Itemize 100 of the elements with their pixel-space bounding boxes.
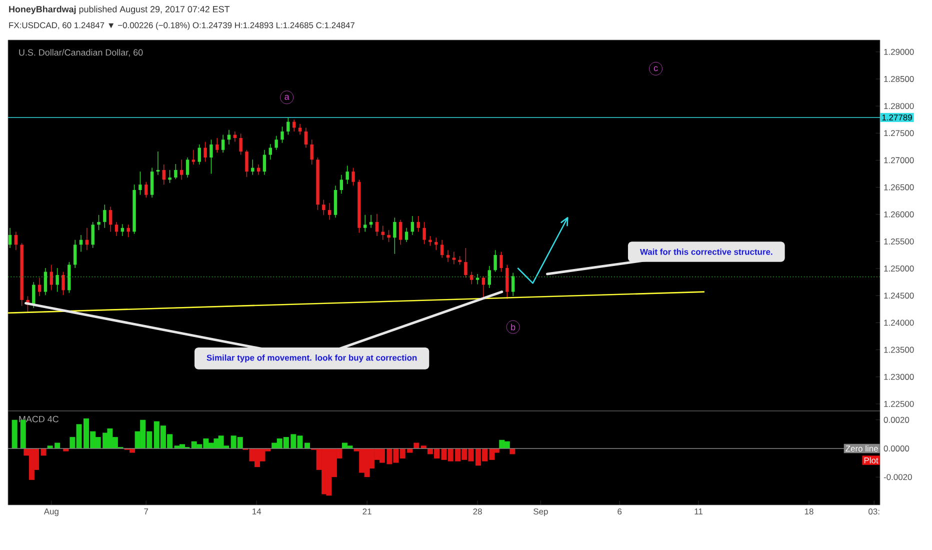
annotation: Plot — [864, 457, 878, 464]
candlestick — [470, 271, 474, 285]
candlestick — [50, 264, 54, 291]
candlestick — [216, 138, 219, 153]
candlestick — [422, 222, 426, 245]
bar — [304, 442, 310, 448]
y-tick-label: 1.25500 — [884, 238, 914, 244]
candlestick — [192, 150, 196, 165]
y-tick-label: 1.26000 — [884, 211, 914, 218]
candlestick — [363, 214, 367, 232]
y-tick-label: 1.29000 — [884, 48, 914, 55]
candlestick — [416, 216, 420, 232]
candlestick — [8, 228, 12, 248]
candlestick — [452, 251, 456, 265]
candlestick — [328, 202, 332, 220]
x-tick-label: Sep — [534, 508, 548, 516]
y-tick-label: 0.0020 — [884, 416, 910, 423]
x-tick-label: 28 — [473, 508, 482, 514]
text: U.S. Dollar/Canadian Dollar, 60 — [19, 49, 143, 57]
candlestick — [286, 117, 290, 136]
candlestick — [404, 228, 408, 242]
candlestick — [340, 174, 344, 194]
candlestick — [150, 167, 154, 198]
chart-subtitle: FX:USDCAD, 60 1.24847 ▼ −0.00226 (−0.18%) O:1.24739 H:1.24893 L:1.24685 C:1.24847 — [9, 22, 354, 30]
y-tick-label: -0.0020 — [884, 474, 912, 480]
candlestick — [375, 213, 379, 236]
candlestick — [334, 185, 338, 218]
y-tick-label: 1.24500 — [884, 292, 914, 299]
bar — [414, 442, 420, 448]
y-tick-label: 1.28500 — [884, 76, 914, 82]
candlestick — [210, 139, 213, 174]
candlestick — [410, 216, 414, 236]
candlestick — [440, 239, 444, 258]
candlestick — [476, 274, 480, 285]
candlestick — [56, 268, 59, 292]
candlestick — [103, 204, 106, 228]
candlestick — [239, 133, 242, 156]
y-tick-label: 1.25000 — [884, 266, 914, 272]
x-tick-label: 03: — [868, 508, 880, 514]
candlestick — [138, 171, 142, 196]
y-tick-label: 1.24000 — [884, 320, 914, 326]
y-tick-label: 1.28000 — [884, 103, 914, 110]
ref-line-label: 1.27789 — [882, 114, 912, 120]
candlestick — [162, 164, 166, 185]
candlestick — [280, 126, 284, 144]
x-tick-label: Aug — [44, 508, 58, 516]
candlestick — [304, 127, 308, 148]
candlestick — [186, 157, 190, 178]
candlestick — [352, 167, 355, 186]
candlestick — [494, 250, 497, 272]
candlestick — [393, 217, 396, 254]
annotation: Similar type of movement. look for buy at correction — [206, 354, 417, 362]
candlestick — [198, 144, 201, 165]
candlestick — [322, 199, 326, 216]
x-tick-label: 14 — [252, 508, 262, 514]
candlestick — [97, 214, 100, 230]
candlestick — [114, 222, 118, 236]
candlestick — [482, 276, 486, 298]
candlestick — [144, 182, 148, 198]
ref-line-label: Zero line — [846, 445, 878, 452]
candlestick — [204, 141, 207, 162]
x-tick-label: 18 — [804, 508, 814, 514]
x-tick-label: 7 — [144, 508, 148, 514]
candlestick — [298, 124, 302, 136]
candlestick — [109, 206, 112, 232]
candlestick — [268, 144, 272, 160]
candlestick — [511, 272, 515, 297]
candlestick — [316, 157, 320, 210]
candlestick — [14, 231, 18, 250]
y-tick-label: 0.0000 — [884, 445, 910, 452]
candlestick — [44, 268, 48, 296]
candlestick — [346, 165, 349, 184]
y-tick-label: 1.23500 — [884, 346, 914, 353]
x-tick-label: 11 — [694, 508, 702, 514]
annotation: b — [511, 324, 516, 330]
candlestick — [62, 271, 65, 296]
candlestick — [32, 282, 36, 308]
annotation: Wait for this corrective structure. — [640, 248, 772, 255]
candlestick — [310, 139, 314, 165]
annotation: a — [284, 94, 290, 100]
y-tick-label: 1.23000 — [884, 374, 914, 380]
candlestick — [68, 262, 71, 294]
candlestick — [464, 248, 468, 278]
bar — [40, 448, 46, 456]
candlestick — [20, 242, 24, 306]
annotation: c — [654, 66, 658, 72]
candlestick — [488, 265, 491, 288]
candlestick — [500, 251, 503, 272]
x-tick-label: 21 — [362, 508, 372, 514]
candlestick — [180, 159, 184, 180]
bar — [12, 420, 18, 448]
y-tick-label: 1.22500 — [884, 400, 914, 407]
candlestick — [221, 134, 225, 153]
candlestick — [428, 236, 432, 246]
candlestick — [73, 239, 77, 268]
candlestick — [506, 264, 509, 300]
candlestick — [399, 219, 402, 246]
x-tick-label: 6 — [618, 508, 622, 514]
candlestick — [174, 164, 178, 180]
candlestick — [358, 179, 361, 234]
